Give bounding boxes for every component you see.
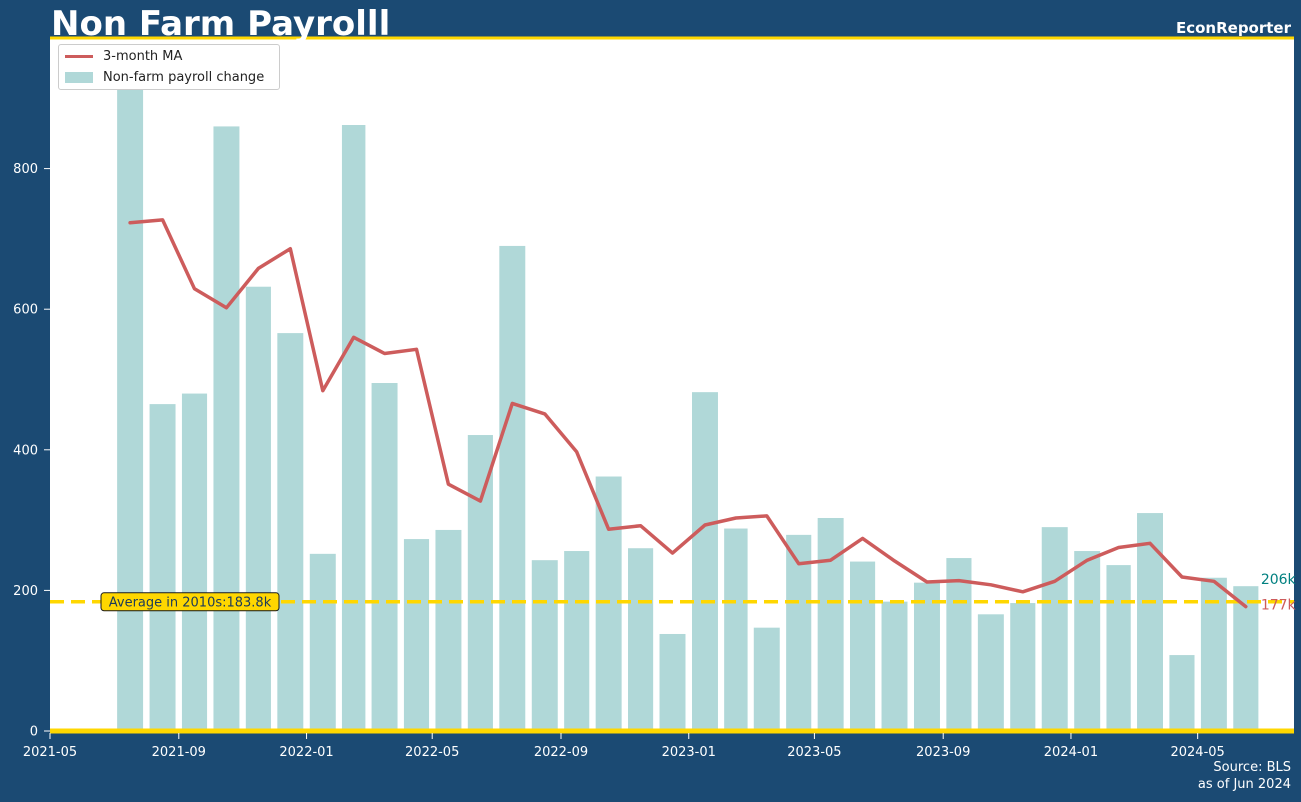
x-tick-label-2022-05: 2022-05 — [405, 745, 459, 760]
last-ma-label: 177k — [1261, 598, 1297, 614]
y-tick-label-400: 400 — [13, 443, 38, 458]
chart-title: Non Farm Payrolll — [51, 4, 391, 44]
y-tick-label-0: 0 — [30, 725, 38, 740]
moving-average-line — [128, 218, 1248, 609]
bars — [117, 49, 1259, 732]
x-tick-label-2024-01: 2024-01 — [1044, 745, 1098, 760]
bar-2023-12 — [1041, 527, 1068, 731]
bar-2024-03 — [1137, 513, 1164, 731]
as-of-text: as of Jun 2024 — [1197, 777, 1291, 792]
bar-2023-02 — [724, 528, 748, 731]
x-tick-label-2023-01: 2023-01 — [662, 745, 716, 760]
bar-2022-02 — [341, 125, 366, 732]
end-labels: 206k 177k — [1261, 572, 1297, 613]
bar-2022-01 — [309, 553, 336, 731]
bar-2023-03 — [753, 627, 780, 731]
bar-2023-01 — [692, 392, 718, 731]
bar-2022-11 — [628, 548, 654, 731]
last-bar-label: 206k — [1261, 572, 1297, 588]
x-tick-label-2023-09: 2023-09 — [916, 745, 970, 760]
bar-2022-10 — [595, 476, 622, 731]
bar-2023-05 — [817, 517, 844, 731]
bar-2023-08 — [913, 582, 940, 731]
legend-item-bars: Non-farm payroll change — [65, 69, 264, 85]
x-tick-label-2021-09: 2021-09 — [152, 745, 206, 760]
y-tick-label-600: 600 — [13, 303, 38, 318]
bar-2023-11 — [1010, 603, 1036, 731]
brand-name: EconReporter — [1175, 19, 1291, 37]
moving-average-group — [128, 218, 1248, 609]
x-tick-label-2024-05: 2024-05 — [1170, 745, 1224, 760]
legend: 3-month MA Non-farm payroll change — [58, 44, 280, 90]
bar-2022-04 — [403, 539, 430, 731]
average-label-box — [100, 592, 280, 612]
bar-2021-10 — [213, 126, 240, 732]
bar-2024-06 — [1233, 586, 1259, 731]
legend-label-bars: Non-farm payroll change — [103, 69, 265, 85]
bar-2022-08 — [531, 560, 558, 731]
bar-2023-07 — [881, 601, 908, 731]
bar-2023-10 — [977, 614, 1004, 731]
x-tick-label-2021-05: 2021-05 — [23, 745, 77, 760]
legend-line-swatch — [65, 54, 93, 58]
bar-2022-12 — [659, 633, 686, 731]
y-axis: 0 200 400 600 800 — [13, 162, 50, 740]
bar-2023-09 — [946, 558, 972, 731]
x-axis: 2021-05 2021-09 2022-01 2022-05 2022-09 2023-… — [23, 733, 1225, 760]
source-note: Source: BLS as of Jun 2024 — [1198, 759, 1291, 793]
bar-2021-09 — [181, 393, 208, 731]
bar-2022-06 — [467, 435, 493, 731]
bar-2021-07 — [117, 49, 144, 731]
x-tick-label-2022-01: 2022-01 — [279, 745, 333, 760]
bar-2022-05 — [435, 529, 462, 731]
y-tick-label-200: 200 — [13, 584, 38, 599]
y-tick-label-800: 800 — [13, 162, 38, 177]
x-tick-label-2023-05: 2023-05 — [787, 745, 841, 760]
bar-2022-03 — [371, 383, 398, 731]
bar-2021-12 — [277, 333, 304, 731]
legend-bar-swatch — [65, 71, 93, 83]
bar-2021-08 — [149, 404, 176, 731]
bar-2023-06 — [850, 561, 876, 731]
average-label: Average in 2010s:183.8k — [109, 595, 272, 610]
legend-label-ma: 3-month MA — [103, 48, 183, 64]
bar-2023-04 — [786, 534, 812, 731]
legend-item-ma: 3-month MA — [65, 48, 182, 64]
bar-2022-09 — [564, 551, 590, 731]
average-line-group: Average in 2010s:183.8k — [50, 592, 1294, 612]
bar-2021-11 — [245, 286, 271, 731]
source-text: Source: BLS — [1213, 760, 1291, 775]
bar-2022-07 — [499, 245, 526, 731]
x-tick-label-2022-09: 2022-09 — [534, 745, 588, 760]
bar-2024-01 — [1074, 551, 1101, 731]
bar-2024-02 — [1106, 565, 1131, 731]
bar-2024-04 — [1169, 655, 1195, 731]
